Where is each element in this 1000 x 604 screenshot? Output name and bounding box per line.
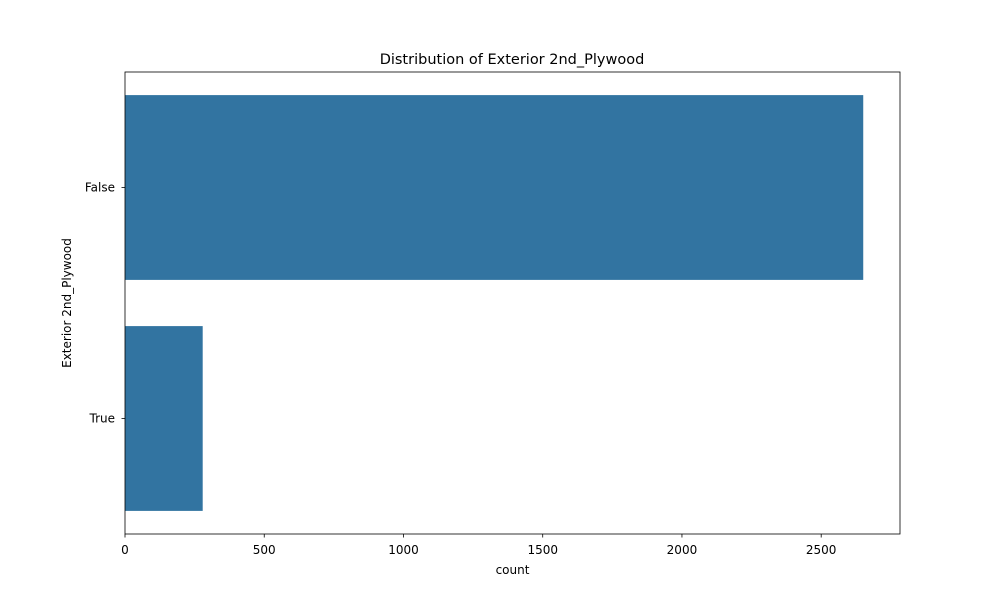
y-tick-label: True <box>89 412 116 426</box>
bar-true <box>125 326 203 511</box>
y-axis-label: Exterior 2nd_Plywood <box>60 238 74 368</box>
x-tick-label: 0 <box>121 543 129 557</box>
x-tick-label: 2500 <box>806 543 837 557</box>
plot-frame <box>124 71 901 535</box>
x-tick-label: 1000 <box>388 543 419 557</box>
bars-group <box>125 95 864 511</box>
x-tick-label: 2000 <box>667 543 698 557</box>
x-axis-label: count <box>496 563 530 577</box>
x-tick-label: 1500 <box>527 543 558 557</box>
x-axis-ticks: 0 500 1000 1500 2000 2500 <box>121 534 836 557</box>
x-tick-label: 500 <box>253 543 276 557</box>
bar-false <box>125 95 864 280</box>
y-axis-ticks: False True <box>85 181 125 426</box>
chart-title: Distribution of Exterior 2nd_Plywood <box>380 52 645 68</box>
y-tick-label: False <box>85 181 115 195</box>
